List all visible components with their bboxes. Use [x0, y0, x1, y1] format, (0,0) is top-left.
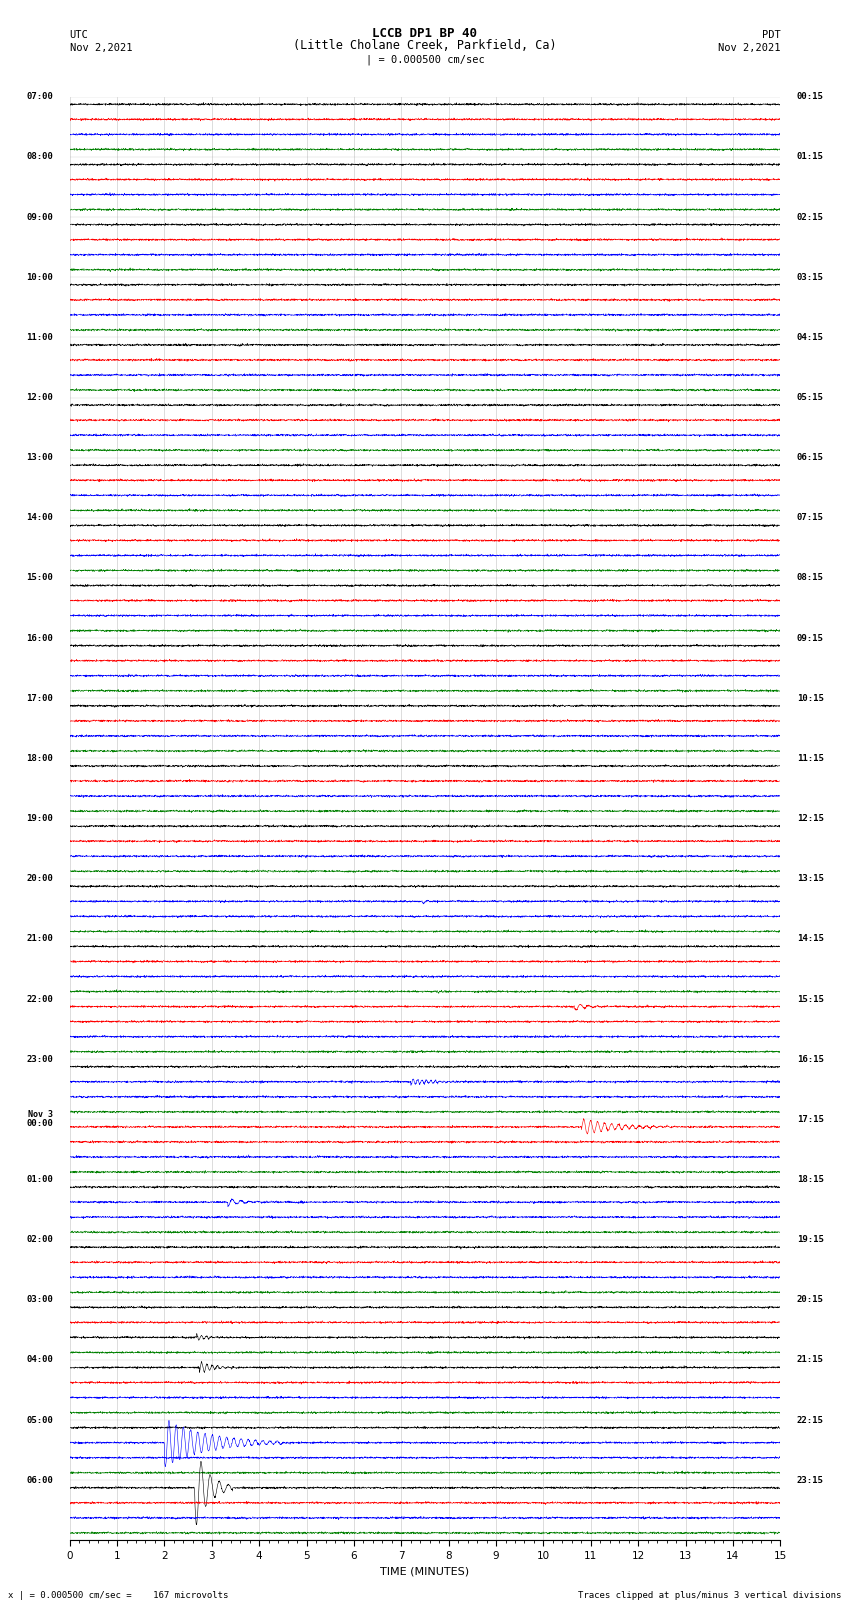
Text: 14:00: 14:00	[26, 513, 53, 523]
Text: 00:15: 00:15	[797, 92, 824, 102]
Text: 08:00: 08:00	[26, 153, 53, 161]
Text: 09:00: 09:00	[26, 213, 53, 221]
Text: 12:00: 12:00	[26, 394, 53, 402]
Text: 19:15: 19:15	[797, 1236, 824, 1244]
Text: 11:00: 11:00	[26, 332, 53, 342]
Text: Nov 2,2021: Nov 2,2021	[70, 44, 133, 53]
Text: 22:15: 22:15	[797, 1416, 824, 1424]
Text: 01:00: 01:00	[26, 1174, 53, 1184]
Text: 17:00: 17:00	[26, 694, 53, 703]
Text: 08:15: 08:15	[797, 574, 824, 582]
Text: 01:15: 01:15	[797, 153, 824, 161]
Text: 04:15: 04:15	[797, 332, 824, 342]
Text: x | = 0.000500 cm/sec =    167 microvolts: x | = 0.000500 cm/sec = 167 microvolts	[8, 1590, 229, 1600]
Text: 22:00: 22:00	[26, 995, 53, 1003]
Text: Traces clipped at plus/minus 3 vertical divisions: Traces clipped at plus/minus 3 vertical …	[578, 1590, 842, 1600]
Text: 03:15: 03:15	[797, 273, 824, 282]
Text: 10:00: 10:00	[26, 273, 53, 282]
Text: 20:15: 20:15	[797, 1295, 824, 1305]
Text: UTC: UTC	[70, 31, 88, 40]
Text: (Little Cholane Creek, Parkfield, Ca): (Little Cholane Creek, Parkfield, Ca)	[293, 39, 557, 52]
Text: 05:00: 05:00	[26, 1416, 53, 1424]
Text: | = 0.000500 cm/sec: | = 0.000500 cm/sec	[366, 53, 484, 65]
Text: 14:15: 14:15	[797, 934, 824, 944]
Text: 15:00: 15:00	[26, 574, 53, 582]
Text: 03:00: 03:00	[26, 1295, 53, 1305]
Text: 06:15: 06:15	[797, 453, 824, 463]
Text: 16:15: 16:15	[797, 1055, 824, 1063]
Text: LCCB DP1 BP 40: LCCB DP1 BP 40	[372, 26, 478, 39]
Text: Nov 2,2021: Nov 2,2021	[717, 44, 780, 53]
Text: 07:15: 07:15	[797, 513, 824, 523]
Text: 13:00: 13:00	[26, 453, 53, 463]
Text: 23:00: 23:00	[26, 1055, 53, 1063]
Text: 15:15: 15:15	[797, 995, 824, 1003]
Text: 09:15: 09:15	[797, 634, 824, 642]
Text: 20:00: 20:00	[26, 874, 53, 884]
Text: 02:15: 02:15	[797, 213, 824, 221]
Text: 07:00: 07:00	[26, 92, 53, 102]
Text: 18:15: 18:15	[797, 1174, 824, 1184]
Text: 21:00: 21:00	[26, 934, 53, 944]
X-axis label: TIME (MINUTES): TIME (MINUTES)	[381, 1566, 469, 1576]
Text: 00:00: 00:00	[26, 1119, 53, 1129]
Text: 06:00: 06:00	[26, 1476, 53, 1484]
Text: PDT: PDT	[762, 31, 780, 40]
Text: 17:15: 17:15	[797, 1115, 824, 1124]
Text: 16:00: 16:00	[26, 634, 53, 642]
Text: 05:15: 05:15	[797, 394, 824, 402]
Text: 02:00: 02:00	[26, 1236, 53, 1244]
Text: 13:15: 13:15	[797, 874, 824, 884]
Text: 10:15: 10:15	[797, 694, 824, 703]
Text: 04:00: 04:00	[26, 1355, 53, 1365]
Text: 18:00: 18:00	[26, 753, 53, 763]
Text: 11:15: 11:15	[797, 753, 824, 763]
Text: 23:15: 23:15	[797, 1476, 824, 1484]
Text: 19:00: 19:00	[26, 815, 53, 823]
Text: 21:15: 21:15	[797, 1355, 824, 1365]
Text: Nov 3: Nov 3	[28, 1110, 53, 1119]
Text: 12:15: 12:15	[797, 815, 824, 823]
